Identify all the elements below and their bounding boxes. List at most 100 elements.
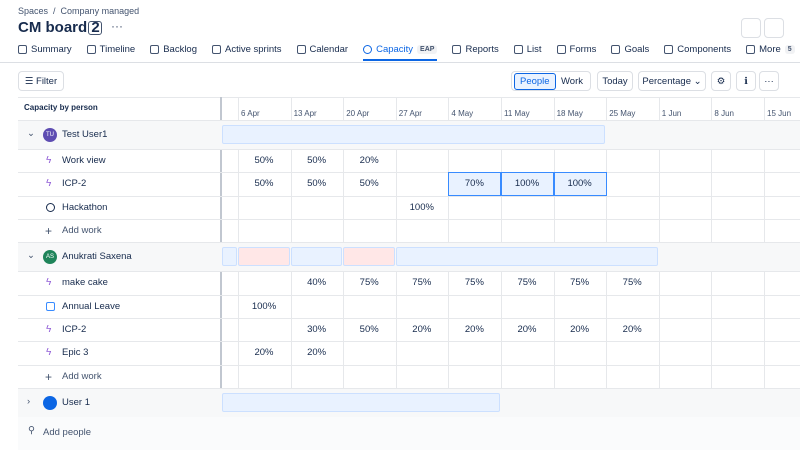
tab[interactable]: More 5 bbox=[746, 41, 795, 57]
feedback[interactable] bbox=[764, 18, 784, 38]
capacity-cell[interactable]: 40% bbox=[307, 277, 327, 289]
breadcrumbs: Spaces / Company managed bbox=[18, 6, 140, 16]
row-line bbox=[18, 149, 800, 150]
tab[interactable]: Timeline bbox=[86, 41, 136, 57]
capacity-cell[interactable]: 20% bbox=[412, 324, 432, 335]
item-name[interactable]: make cake bbox=[62, 277, 108, 289]
tab[interactable]: Backlog bbox=[150, 41, 197, 57]
item-name[interactable]: ICP-2 bbox=[62, 324, 87, 335]
capacity-cell[interactable]: 75% bbox=[622, 277, 642, 289]
capacity-cell[interactable]: 20% bbox=[254, 347, 274, 359]
tab-icon bbox=[452, 44, 462, 54]
unit-select[interactable]: Percentage ⌄ bbox=[638, 71, 706, 91]
person-name: Test User1 bbox=[62, 129, 108, 140]
tab-icon bbox=[556, 44, 566, 54]
tabs: Summary Timeline Backlog Active sprints Cale… bbox=[18, 41, 795, 61]
settings-button[interactable]: ⚙ bbox=[711, 71, 731, 91]
item-name[interactable]: Epic 3 bbox=[62, 347, 89, 359]
capacity-bar bbox=[395, 247, 658, 267]
capacity-bar bbox=[238, 247, 290, 267]
add-work[interactable]: Add work bbox=[62, 224, 102, 236]
capacity-cell[interactable]: 100% bbox=[567, 178, 592, 190]
tab[interactable]: List bbox=[513, 41, 542, 57]
date-label: 4 May bbox=[451, 109, 474, 118]
capacity-cell[interactable]: 50% bbox=[359, 178, 379, 190]
capacity-cell[interactable]: 75% bbox=[412, 277, 432, 289]
capacity-cell[interactable]: 20% bbox=[622, 324, 642, 335]
add-people[interactable]: Add people bbox=[43, 427, 92, 439]
capacity-cell[interactable]: 75% bbox=[570, 277, 590, 289]
item-icon: ϟ bbox=[46, 347, 52, 359]
expand-toggle[interactable]: ⌄ bbox=[27, 128, 35, 139]
capacity-bar bbox=[290, 247, 343, 267]
item-name[interactable]: Hackathon bbox=[62, 201, 108, 213]
today-button[interactable]: Today bbox=[597, 71, 633, 91]
item-name[interactable]: ICP-2 bbox=[62, 178, 87, 190]
tab[interactable]: Goals bbox=[611, 41, 649, 57]
date-label: 13 Apr bbox=[293, 109, 317, 118]
team-icon[interactable] bbox=[88, 21, 102, 35]
breadcrumb[interactable]: Company managed bbox=[60, 6, 140, 16]
item-icon: ϟ bbox=[46, 277, 52, 289]
tab-label: Backlog bbox=[163, 43, 198, 55]
capacity-cell[interactable]: 50% bbox=[254, 178, 274, 190]
more-menu[interactable]: ··· bbox=[111, 19, 123, 33]
selected-cell bbox=[553, 172, 607, 196]
tab[interactable]: Summary bbox=[18, 41, 72, 57]
capacity-cell[interactable]: 20% bbox=[307, 347, 327, 359]
add-person-icon: ⚲ bbox=[28, 425, 35, 437]
grid-border bbox=[18, 97, 800, 98]
item-name[interactable]: Annual Leave bbox=[62, 300, 121, 312]
capacity-bar bbox=[222, 393, 500, 413]
tab-icon bbox=[664, 44, 674, 54]
filter-button[interactable]: ☰ Filter bbox=[18, 71, 64, 91]
tab[interactable]: Active sprints bbox=[212, 41, 282, 57]
tab-icon bbox=[86, 44, 96, 54]
tab[interactable]: Capacity EAP bbox=[363, 41, 438, 61]
capacity-cell[interactable]: 30% bbox=[307, 324, 327, 335]
expand-toggle[interactable]: ⌄ bbox=[27, 250, 35, 262]
tab-label: More bbox=[759, 43, 781, 55]
tab[interactable]: Calendar bbox=[296, 41, 348, 57]
capacity-cell[interactable]: 20% bbox=[570, 324, 590, 335]
capacity-cell[interactable]: 20% bbox=[464, 324, 484, 335]
capacity-cell[interactable]: 50% bbox=[307, 155, 327, 166]
breadcrumb[interactable]: Spaces bbox=[18, 6, 49, 16]
tab-label: Timeline bbox=[99, 43, 136, 55]
date-label: 6 Apr bbox=[241, 109, 260, 118]
tab[interactable]: Components bbox=[664, 41, 731, 57]
capacity-cell[interactable]: 20% bbox=[359, 155, 379, 166]
more-button[interactable]: ··· bbox=[759, 71, 779, 91]
date-label: 15 Jun bbox=[767, 109, 792, 118]
item-icon bbox=[46, 202, 55, 212]
tab-icon bbox=[363, 44, 373, 54]
capacity-cell[interactable]: 75% bbox=[464, 277, 484, 289]
capacity-cell[interactable]: 50% bbox=[254, 155, 274, 166]
capacity-cell[interactable]: 100% bbox=[514, 178, 540, 190]
capacity-cell[interactable]: 50% bbox=[359, 324, 379, 335]
view-option[interactable]: People bbox=[514, 72, 556, 90]
row-line bbox=[18, 242, 800, 244]
date-label: 20 Apr bbox=[346, 109, 370, 118]
tab[interactable]: Reports bbox=[452, 41, 499, 57]
add-work[interactable]: Add work bbox=[62, 370, 102, 382]
info-button[interactable]: ℹ bbox=[736, 71, 756, 91]
tab-label: Capacity bbox=[376, 43, 414, 55]
tab[interactable]: Forms bbox=[556, 41, 596, 57]
capacity-cell[interactable]: 70% bbox=[464, 178, 484, 190]
share[interactable] bbox=[741, 18, 761, 38]
capacity-cell[interactable]: 20% bbox=[517, 324, 537, 335]
tab-icon bbox=[611, 44, 621, 54]
view-option[interactable]: Work bbox=[561, 75, 583, 87]
capacity-cell[interactable]: 50% bbox=[307, 178, 327, 190]
item-name[interactable]: Work view bbox=[62, 155, 106, 166]
tab-badge: EAP bbox=[417, 44, 438, 54]
capacity-cell[interactable]: 75% bbox=[359, 277, 379, 289]
expand-toggle[interactable]: › bbox=[27, 396, 31, 408]
capacity-cell[interactable]: 100% bbox=[251, 300, 277, 312]
tab-badge: 5 bbox=[784, 44, 795, 54]
row-line bbox=[18, 218, 800, 220]
capacity-cell[interactable]: 75% bbox=[517, 277, 537, 289]
capacity-cell[interactable]: 100% bbox=[409, 201, 434, 213]
